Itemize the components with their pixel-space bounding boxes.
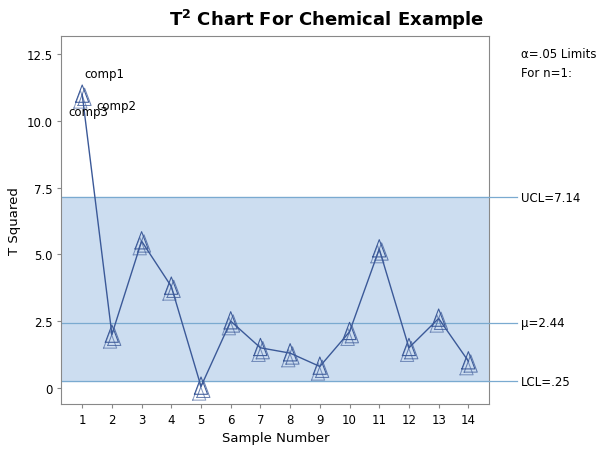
Text: comp2: comp2: [96, 100, 136, 112]
Text: comp1: comp1: [85, 67, 125, 81]
Text: For n=1:: For n=1:: [521, 67, 572, 79]
Text: comp3: comp3: [68, 106, 108, 119]
Title: T$^{\mathbf{2}}$ Chart For Chemical Example: T$^{\mathbf{2}}$ Chart For Chemical Exam…: [169, 7, 484, 32]
Text: UCL=7.14: UCL=7.14: [521, 191, 580, 204]
Text: α=.05 Limits: α=.05 Limits: [521, 48, 596, 61]
Bar: [61, 198, 489, 381]
X-axis label: Sample Number: Sample Number: [222, 431, 329, 444]
Text: μ=2.44: μ=2.44: [521, 317, 564, 330]
Y-axis label: T Squared: T Squared: [8, 186, 21, 254]
Text: LCL=.25: LCL=.25: [521, 375, 570, 388]
